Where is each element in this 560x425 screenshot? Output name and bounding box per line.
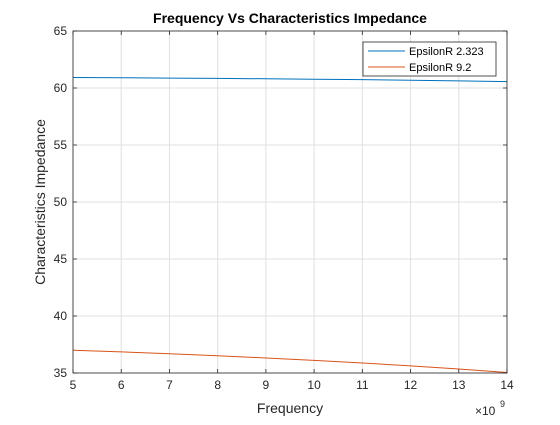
x-tick-label: 10 — [307, 378, 321, 392]
legend-label-epsilonr-2323: EpsilonR 2.323 — [409, 46, 484, 58]
x-exponent-label: ×10 9 — [475, 399, 505, 418]
x-tick-label: 6 — [118, 378, 125, 392]
x-axis-label: Frequency — [257, 400, 323, 416]
x-tick-label: 13 — [452, 378, 466, 392]
chart-title: Frequency Vs Characteristics Impedance — [153, 10, 427, 26]
legend-box — [362, 41, 497, 77]
y-tick-label: 45 — [54, 252, 68, 266]
y-tick-label: 60 — [54, 81, 68, 95]
x-exponent-power: 9 — [500, 399, 505, 409]
y-tick-label: 65 — [54, 24, 68, 38]
x-tick-label: 7 — [166, 378, 173, 392]
x-exponent-base: ×10 — [475, 404, 496, 418]
y-tick-label: 50 — [54, 195, 68, 209]
y-axis-label: Characteristics Impedance — [32, 119, 48, 285]
x-tick-label: 11 — [356, 378, 369, 392]
series-lines — [72, 77, 508, 374]
series-line-0 — [72, 77, 508, 83]
x-tick-label: 8 — [214, 378, 221, 392]
series-line-1 — [72, 349, 508, 374]
x-tick-label: 14 — [500, 378, 514, 392]
y-tick-label: 55 — [54, 138, 68, 152]
axis-ticks: 5 6 7 8 9 10 11 12 13 14 35 40 45 50 55 60 65 — [54, 24, 514, 392]
x-tick-label: 5 — [70, 378, 77, 392]
y-tick-label: 40 — [54, 309, 68, 323]
legend: EpsilonR 2.323 EpsilonR 9.2 — [362, 41, 497, 77]
y-tick-label: 35 — [54, 366, 68, 380]
x-tick-label: 12 — [404, 378, 418, 392]
x-tick-label: 9 — [263, 378, 270, 392]
legend-label-epsilonr-92: EpsilonR 9.2 — [409, 62, 471, 74]
